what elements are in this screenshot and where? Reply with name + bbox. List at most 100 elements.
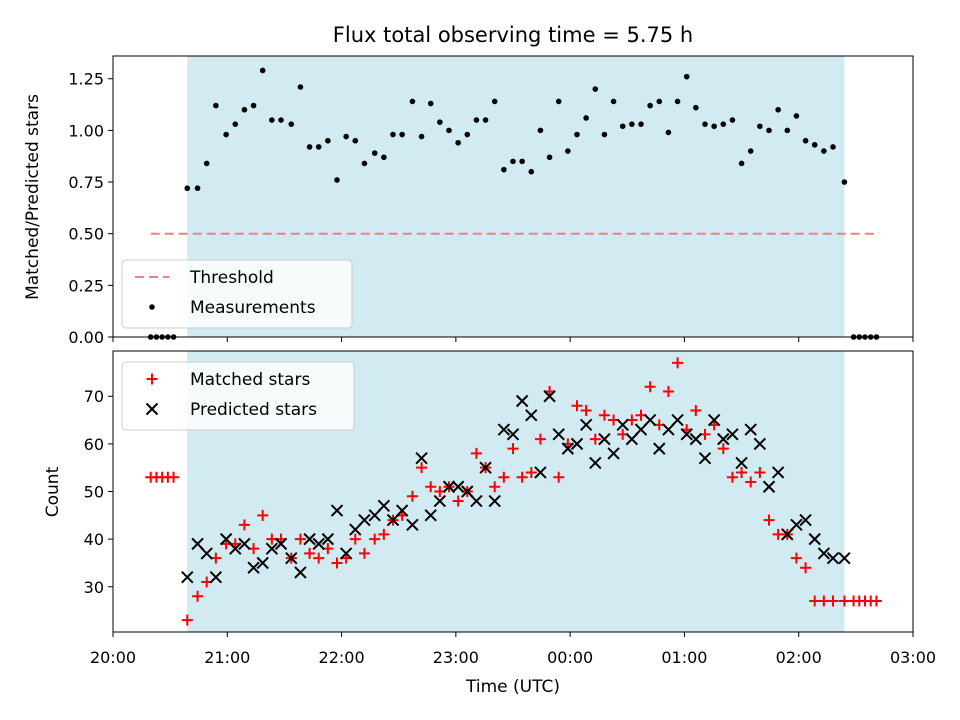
predicted-star-point (200, 547, 213, 560)
predicted-star-point (330, 504, 344, 517)
legend-label: Matched stars (190, 370, 310, 390)
matched-star-point (870, 595, 882, 607)
measurement-point (720, 121, 727, 127)
predicted-star-point (274, 537, 288, 551)
predicted-star-point (817, 547, 831, 560)
predicted-star-point (717, 432, 730, 446)
x-tick-label: 20:00 (90, 648, 136, 667)
measurement-point (537, 127, 544, 134)
predicted-star-point (643, 413, 657, 427)
predicted-star-point (698, 451, 712, 465)
measurement-point (647, 102, 653, 109)
predicted-star-point (826, 551, 840, 565)
measurement-point (592, 86, 599, 92)
measurement-point (306, 144, 313, 150)
chart-title: Flux total observing time = 5.75 h (333, 23, 693, 47)
matched-star-point (181, 614, 193, 626)
x-tick-label: 03:00 (890, 648, 936, 667)
measurement-point (747, 148, 754, 154)
measurement-point (232, 121, 239, 127)
predicted-star-point (368, 509, 381, 522)
predicted-star-point (181, 571, 194, 584)
matched-star-point (790, 552, 802, 564)
measurement-point (473, 117, 480, 123)
measurement-point (464, 131, 471, 138)
y-tick-label: 50 (84, 483, 104, 502)
matched-star-point (238, 519, 250, 531)
measurement-point (361, 160, 368, 167)
predicted-star-point (497, 423, 511, 436)
x-tick-label: 02:00 (776, 648, 822, 667)
matched-star-point (690, 405, 702, 417)
measurement-point (381, 154, 387, 161)
predicted-star-point (579, 418, 593, 432)
measurement-point (371, 150, 378, 156)
matched-star-point (378, 528, 390, 540)
matched-star-point (726, 471, 738, 483)
matched-star-point (331, 557, 343, 569)
measurement-point (693, 104, 699, 111)
predicted-star-point (625, 432, 639, 446)
measurement-point (491, 98, 498, 105)
predicted-star-point (209, 571, 223, 584)
measurement-point (269, 117, 275, 123)
measurement-point (793, 113, 800, 119)
measurement-point (674, 98, 681, 105)
measurement-point (259, 67, 266, 74)
predicted-star-point (598, 432, 611, 446)
predicted-star-point (707, 413, 721, 427)
measurement-point (784, 127, 791, 134)
measurement-point (399, 131, 405, 138)
matched-star-point (470, 447, 482, 459)
predicted-star-point (247, 561, 260, 574)
measurement-point (555, 98, 562, 105)
predicted-star-point (358, 513, 371, 527)
matched-star-point (313, 552, 325, 564)
legend-predicted-swatch (145, 402, 159, 416)
measurement-point (213, 102, 219, 109)
predicted-star-point (386, 513, 400, 527)
measurement-point (409, 98, 416, 105)
matched-star-point (489, 481, 501, 493)
measurement-point (766, 127, 772, 134)
measurement-point (390, 131, 396, 138)
predicted-star-point (191, 537, 204, 551)
matched-star-point (800, 562, 812, 574)
legend-label: Measurements (190, 298, 316, 318)
measurement-point (194, 185, 201, 192)
x-tick-label: 01:00 (661, 648, 707, 667)
predicted-star-point (415, 451, 428, 465)
y-tick-label: 70 (84, 387, 104, 406)
predicted-star-point (671, 413, 684, 427)
measurement-point (223, 131, 229, 138)
matched-star-point (553, 471, 565, 483)
measurement-point (702, 121, 708, 127)
measurement-point (830, 144, 836, 150)
measurement-point (278, 117, 284, 123)
predicted-star-point (294, 566, 307, 579)
predicted-star-point (753, 437, 767, 451)
y-tick-label: 60 (84, 435, 104, 454)
measurement-point (711, 123, 717, 130)
predicted-star-point (799, 513, 812, 527)
predicted-star-point (395, 504, 409, 517)
x-tick-label: 21:00 (204, 648, 250, 667)
measurement-point (343, 133, 349, 140)
predicted-star-point (238, 537, 251, 551)
bottom-y-axis-label: Count (43, 466, 63, 517)
measurement-point (241, 106, 248, 113)
matched-star-point (598, 409, 610, 421)
measurement-point (288, 121, 295, 127)
predicted-star-point (488, 494, 501, 508)
matched-star-point (644, 381, 656, 393)
measurement-point (482, 117, 489, 123)
measurement-point (738, 160, 745, 167)
matched-star-point (662, 385, 674, 397)
legend-label: Threshold (189, 268, 274, 288)
predicted-star-point (680, 428, 693, 441)
legend-matched-swatch (146, 373, 158, 385)
measurement-point (565, 148, 571, 154)
matched-star-point (498, 471, 510, 483)
predicted-star-point (808, 532, 821, 546)
